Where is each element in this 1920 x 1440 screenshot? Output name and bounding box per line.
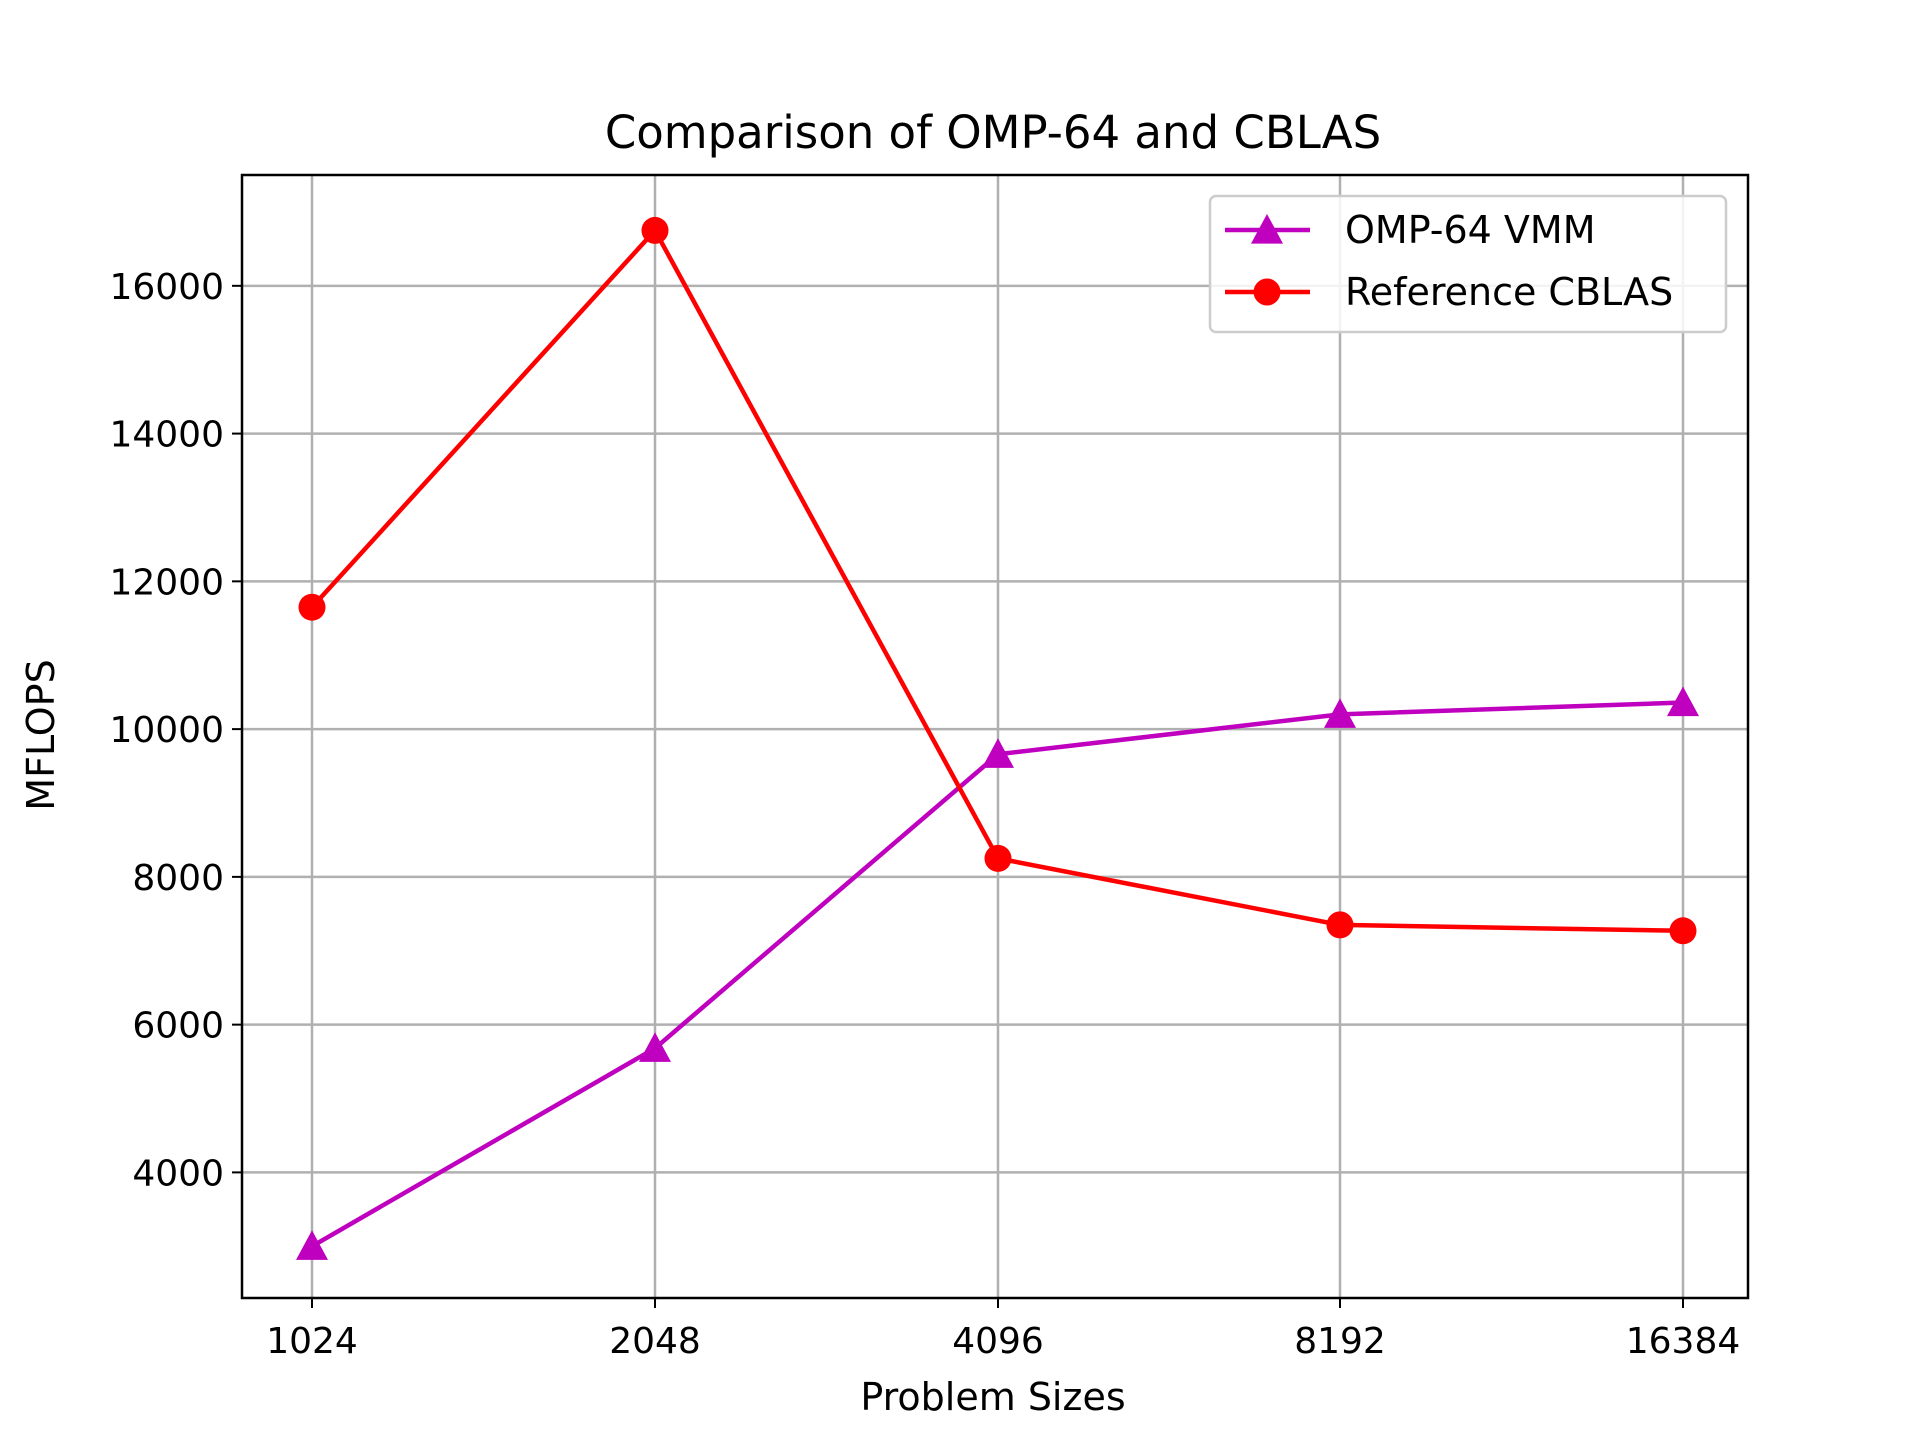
- data-point-circle: [641, 216, 669, 244]
- legend: OMP-64 VMM Reference CBLAS: [1208, 194, 1728, 334]
- legend-marker-triangle: [1251, 214, 1283, 244]
- data-point-triangle: [982, 738, 1014, 768]
- y-axis: 4000 6000 8000 10000 12000 14000 16000: [109, 267, 242, 1194]
- legend-marker-circle: [1253, 278, 1281, 306]
- y-axis-label: MFLOPS: [19, 659, 63, 810]
- x-axis: 1024 2048 4096 8192 16384: [266, 1298, 1740, 1362]
- data-point-triangle: [296, 1230, 328, 1260]
- y-tick-label: 10000: [109, 710, 224, 751]
- x-tick-label: 8192: [1294, 1321, 1386, 1362]
- plot-frame: [240, 173, 1750, 1300]
- x-tick-label: 16384: [1626, 1321, 1741, 1362]
- data-point-triangle: [1667, 686, 1699, 717]
- y-tick-label: 6000: [132, 1006, 224, 1047]
- x-tick-label: 2048: [609, 1321, 701, 1362]
- data-point-triangle: [639, 1032, 671, 1062]
- y-tick-label: 8000: [132, 858, 224, 899]
- series-group: [296, 216, 1699, 1260]
- series-reference-cblas: [298, 216, 1697, 945]
- chart-title: Comparison of OMP-64 and CBLAS: [605, 106, 1381, 159]
- data-point-circle: [984, 844, 1012, 872]
- legend-item: OMP-64 VMM: [1225, 208, 1596, 252]
- grid: [242, 175, 1748, 1298]
- legend-item: Reference CBLAS: [1225, 270, 1673, 314]
- x-tick-label: 4096: [952, 1321, 1044, 1362]
- data-point-triangle: [1324, 698, 1356, 728]
- legend-label: Reference CBLAS: [1345, 270, 1673, 314]
- y-tick-label: 4000: [132, 1153, 224, 1194]
- legend-label: OMP-64 VMM: [1345, 208, 1596, 252]
- y-tick-label: 14000: [109, 415, 224, 456]
- x-axis-label: Problem Sizes: [860, 1375, 1125, 1419]
- x-tick-label: 1024: [266, 1321, 358, 1362]
- data-point-circle: [1326, 911, 1354, 939]
- legend-box: [1208, 194, 1728, 334]
- series-omp-64-vmm: [296, 686, 1699, 1260]
- data-point-circle: [298, 593, 326, 621]
- y-tick-label: 12000: [109, 562, 224, 603]
- data-point-circle: [1669, 917, 1697, 945]
- y-tick-label: 16000: [109, 267, 224, 308]
